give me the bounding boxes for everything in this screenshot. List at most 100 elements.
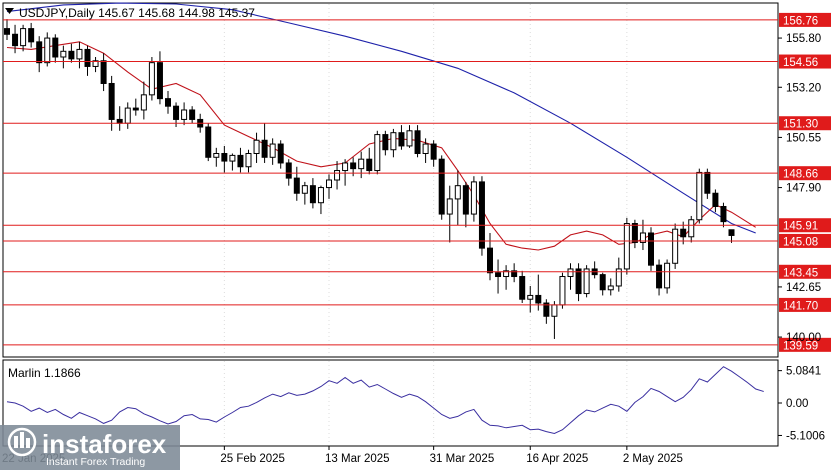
candle (60, 45, 67, 69)
candle-body-up (245, 153, 252, 168)
candle (261, 123, 268, 163)
candle (52, 34, 59, 63)
level-label-bg (779, 297, 831, 312)
candle-body-down (398, 132, 405, 147)
candle-body-down (285, 162, 292, 179)
candle (374, 130, 381, 175)
candle (519, 270, 526, 304)
instaforex-logo-icon (7, 427, 37, 457)
candle (607, 278, 614, 296)
level-label: 154.56 (783, 57, 818, 69)
x-tick-label: 16 Apr 2025 (526, 453, 588, 465)
candle-body-down (704, 171, 711, 194)
candle (285, 159, 292, 186)
candle-body-down (728, 229, 735, 236)
candle (599, 272, 606, 296)
candle-body-down (382, 134, 389, 151)
candle (720, 202, 727, 228)
candle (156, 51, 163, 105)
candle (237, 147, 244, 173)
candle-body-up (334, 170, 341, 181)
candle (12, 24, 19, 54)
candle (495, 259, 502, 294)
candle-body-up (92, 60, 99, 67)
candle (406, 125, 413, 148)
candles (4, 19, 735, 339)
candle (205, 123, 212, 162)
candle-body-down (414, 130, 421, 155)
candle-body-up (551, 304, 558, 317)
x-tick-label: 31 Mar 2025 (430, 453, 495, 465)
level-label-bg (779, 166, 831, 181)
y-tick-label: 147.90 (786, 183, 821, 195)
level-label-bg (779, 218, 831, 233)
candle (583, 265, 590, 298)
candle (664, 259, 671, 294)
symbol-title: USDJPY,Daily 145.67 145.68 144.98 145.37 (19, 6, 255, 20)
y-tick-label: 142.65 (786, 282, 821, 294)
candle-body-up (317, 187, 324, 204)
level-label-bg (779, 264, 831, 279)
candle-body-down (575, 268, 582, 295)
horizontal-levels: 156.76 154.56 151.30 148.66 145.91 145.08 143.… (3, 12, 831, 352)
candle-body-down (28, 28, 35, 43)
level-label-bg (779, 54, 831, 69)
candle (213, 147, 220, 167)
candle-body-down (84, 48, 91, 67)
y-tick-label: 153.20 (786, 82, 821, 94)
x-tick-label: 25 Feb 2025 (220, 453, 285, 465)
osc-y-tick-label: 0.00 (786, 398, 808, 410)
candle-body-up (358, 158, 365, 170)
level-label-bg (779, 116, 831, 131)
candle (438, 155, 445, 220)
x-tick-label: 2 May 2025 (623, 453, 683, 465)
candle-body-down (599, 274, 606, 291)
candle-body-down (680, 228, 687, 238)
level-label-bg (779, 233, 831, 248)
candle-body-up (567, 268, 574, 278)
candle-body-up (406, 130, 413, 147)
candle-body-down (366, 158, 373, 172)
candle-body-down (648, 232, 654, 266)
candle-body-down (543, 302, 550, 317)
candle-body-down (720, 205, 727, 223)
candle-body-up (124, 107, 131, 124)
candle-body-up (470, 181, 477, 215)
candle (326, 174, 332, 199)
candle (454, 170, 461, 226)
candle (20, 24, 27, 52)
candle (511, 263, 518, 283)
candle-body-down (478, 181, 485, 249)
candle-body-down (261, 139, 268, 158)
triangle-down-icon[interactable] (5, 8, 14, 14)
candle (696, 168, 703, 224)
candle-body-down (535, 294, 542, 304)
osc-y-tick-label: -5.1006 (786, 430, 825, 442)
level-label: 145.91 (783, 221, 818, 233)
candle (503, 265, 510, 290)
candle (543, 299, 550, 324)
candle (84, 45, 91, 76)
candle-body-down (631, 223, 638, 243)
candle-body-down (309, 185, 316, 204)
price-axis: 155.80 153.20 150.55 147.90 142.65 140.00 (778, 33, 821, 344)
candle (100, 53, 107, 92)
candle-body-up (229, 154, 236, 162)
slow-ma-line (6, 2, 756, 234)
candle-body-down (350, 162, 357, 170)
candle (189, 106, 196, 124)
candle-body-down (36, 41, 43, 64)
y-tick-label: 140.00 (786, 332, 821, 344)
candle (309, 178, 316, 209)
candle-body-down (277, 143, 284, 164)
candle-body-up (623, 223, 630, 270)
candle-body-up (607, 285, 614, 291)
level-label: 148.66 (783, 169, 818, 181)
candle-body-down (68, 50, 75, 60)
candle-body-up (76, 48, 83, 60)
candle (567, 263, 574, 290)
candle (36, 36, 43, 73)
candle-body-up (615, 268, 622, 287)
candle (656, 259, 663, 296)
candle-body-down (430, 143, 437, 160)
